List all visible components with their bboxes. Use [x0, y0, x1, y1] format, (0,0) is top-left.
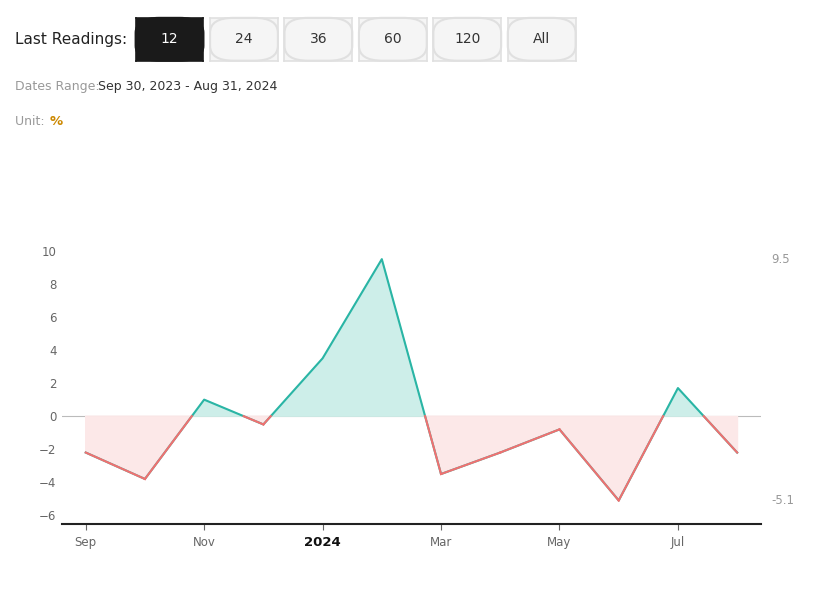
FancyBboxPatch shape: [284, 18, 352, 61]
Text: 60: 60: [384, 32, 402, 46]
Text: 9.5: 9.5: [772, 253, 790, 265]
Text: 24: 24: [235, 32, 253, 46]
Text: 36: 36: [309, 32, 327, 46]
Text: %: %: [50, 115, 63, 129]
FancyBboxPatch shape: [508, 18, 576, 61]
FancyBboxPatch shape: [210, 18, 278, 61]
FancyBboxPatch shape: [433, 18, 501, 61]
Text: Sep 30, 2023 - Aug 31, 2024: Sep 30, 2023 - Aug 31, 2024: [98, 80, 277, 93]
Text: Last Readings:: Last Readings:: [15, 32, 127, 47]
Text: 12: 12: [160, 32, 179, 46]
FancyBboxPatch shape: [136, 18, 203, 61]
FancyBboxPatch shape: [359, 18, 427, 61]
Text: Dates Range:: Dates Range:: [15, 80, 103, 93]
Text: Unit:: Unit:: [15, 115, 49, 129]
Text: 120: 120: [454, 32, 480, 46]
Text: -5.1: -5.1: [772, 494, 794, 507]
Text: All: All: [533, 32, 550, 46]
